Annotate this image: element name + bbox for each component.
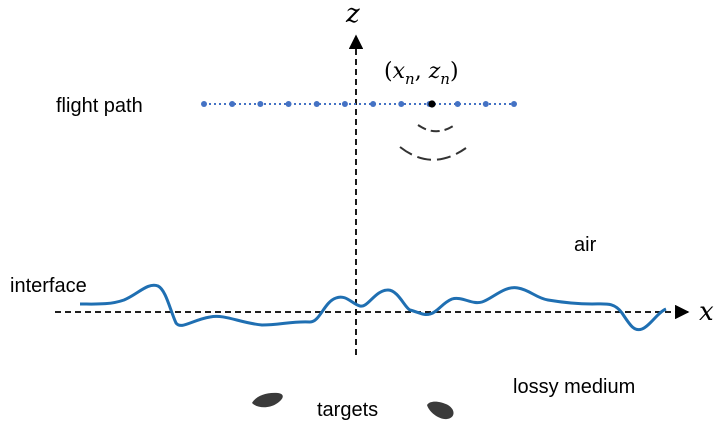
target-right: [427, 401, 454, 420]
x-axis-label: x: [699, 297, 714, 327]
flight-path-dot: [482, 101, 489, 107]
lossy-medium-label: lossy medium: [513, 376, 635, 398]
wavefront-inner: [417, 123, 457, 133]
flight-path-label: flight path: [56, 95, 143, 117]
z-axis-label: z: [345, 0, 360, 29]
air-label: air: [574, 234, 597, 256]
flight-path-dot: [370, 101, 377, 107]
current-position-dot: [428, 100, 436, 108]
flight-path-dot: [454, 101, 461, 107]
interface-curve: [79, 283, 667, 332]
flight-path-dot: [285, 101, 292, 107]
flight-path-dot: [341, 101, 348, 107]
flight-path-dot: [229, 101, 236, 107]
position-label: (xn, zn): [384, 59, 459, 88]
flight-path-dot: [257, 101, 264, 107]
flight-path-dot: [398, 101, 405, 107]
interface-label: interface: [10, 275, 87, 297]
flight-path-dot: [313, 101, 320, 107]
flight-path-dot: [201, 101, 207, 107]
flight-path-dot: [511, 101, 517, 107]
target-left: [252, 392, 283, 408]
wavefront-outer: [399, 146, 467, 161]
targets-label: targets: [317, 399, 378, 421]
